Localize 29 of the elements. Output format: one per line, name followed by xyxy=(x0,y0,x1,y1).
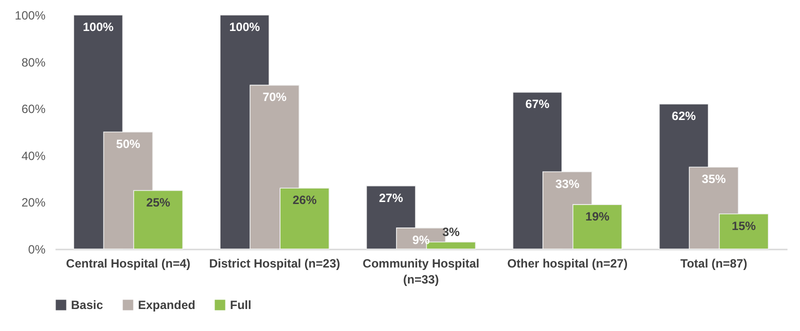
data-label: 62% xyxy=(672,108,696,123)
legend-label: Expanded xyxy=(138,298,196,312)
data-label: 35% xyxy=(702,172,726,186)
data-label: 26% xyxy=(292,193,317,208)
legend-label: Full xyxy=(230,298,252,312)
data-label: 100% xyxy=(82,20,114,34)
y-tick-label: 100% xyxy=(14,8,46,22)
data-label: 15% xyxy=(732,218,756,233)
data-label: 70% xyxy=(262,90,287,104)
x-tick-label: Central Hospital (n=4) xyxy=(66,256,190,270)
data-label: 25% xyxy=(146,196,171,210)
data-label: 3% xyxy=(442,224,460,239)
y-tick-label: 60% xyxy=(21,102,46,116)
x-tick-label: Total (n=87) xyxy=(680,256,748,270)
y-tick-label: 20% xyxy=(21,196,46,210)
y-tick-label: 0% xyxy=(28,242,46,256)
data-label: 33% xyxy=(555,176,580,191)
data-label: 27% xyxy=(378,190,404,205)
data-label: 67% xyxy=(525,97,550,112)
x-tick-label: District Hospital (n=23) xyxy=(209,256,340,270)
x-tick-label: Other hospital (n=27) xyxy=(507,256,628,270)
legend-label: Basic xyxy=(71,298,104,312)
data-label: 9% xyxy=(412,232,430,247)
data-label: 100% xyxy=(229,20,260,34)
x-tick-label: Community Hospital (n=33) xyxy=(362,256,480,286)
data-label: 19% xyxy=(585,210,610,224)
data-label: 50% xyxy=(116,137,141,151)
y-tick-label: 80% xyxy=(21,55,46,70)
y-tick-label: 40% xyxy=(21,148,46,163)
